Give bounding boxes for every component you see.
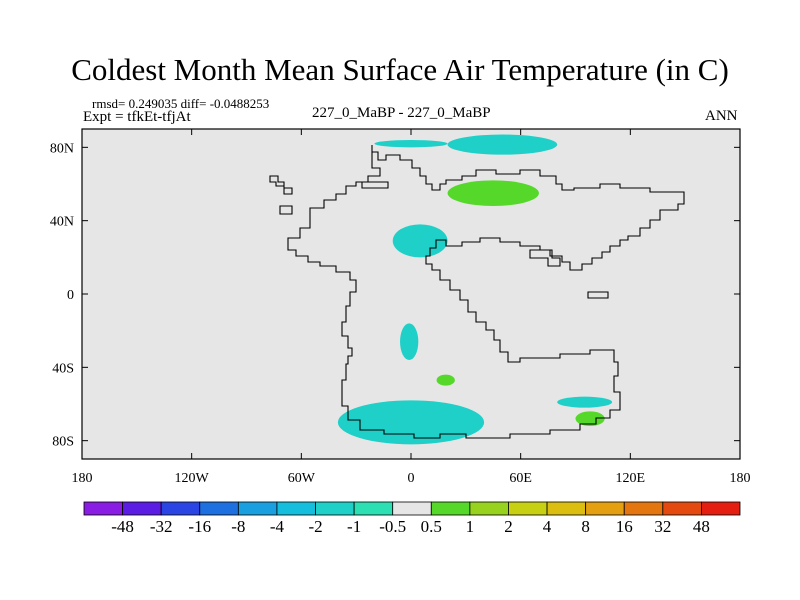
axis-ticks: 180 120W 60W 0 60E 120E 180 80N 40N 0 40S 80S <box>50 129 751 486</box>
colorbar-label: 48 <box>693 517 710 536</box>
continent-outline-path <box>529 249 561 267</box>
colorbar-label: 32 <box>654 517 671 536</box>
x-tick-label: 60E <box>509 471 532 486</box>
colorbar-label: 1 <box>466 517 475 536</box>
anomaly-region <box>337 400 485 445</box>
colorbar-swatch <box>585 501 625 516</box>
anomaly-region <box>447 180 539 207</box>
anomaly-regions <box>337 134 613 445</box>
continent-outline-path <box>587 291 609 299</box>
anomaly-region <box>447 134 558 155</box>
anomaly-region <box>436 374 455 386</box>
anomaly-region <box>374 140 448 148</box>
colorbar-label: 16 <box>616 517 633 536</box>
y-tick-label: 80S <box>52 435 74 450</box>
colorbar-swatch <box>353 501 394 516</box>
colorbar-label: -16 <box>188 517 211 536</box>
colorbar-label: 2 <box>504 517 513 536</box>
anomaly-region <box>575 411 605 426</box>
continent-outline-path <box>269 175 293 195</box>
y-tick-label: 40S <box>52 361 74 376</box>
colorbar-swatch <box>701 501 741 516</box>
colorbar-label: -4 <box>270 517 285 536</box>
x-tick-label: 120E <box>616 471 646 486</box>
colorbar-swatch <box>508 501 548 516</box>
experiment-text: Expt = tfkEt-tfjAt <box>83 109 191 125</box>
x-tick-label: 120W <box>175 471 210 486</box>
colorbar-swatch <box>276 501 316 516</box>
colorbar-label: -1 <box>347 517 361 536</box>
chart-title: Coldest Month Mean Surface Air Temperatu… <box>71 52 729 87</box>
y-tick-label: 40N <box>50 215 74 230</box>
colorbar-label: -0.5 <box>379 517 406 536</box>
colorbar-label: 4 <box>543 517 552 536</box>
colorbar-label: -8 <box>231 517 245 536</box>
stats-text: rmsd= 0.249035 diff= -0.0488253 <box>92 96 270 111</box>
x-tick-label: 60W <box>288 471 316 486</box>
anomaly-region <box>400 323 419 360</box>
colorbar-swatch <box>662 501 702 516</box>
colorbar-swatch <box>160 501 201 516</box>
colorbar: -48 -32 -16 -8 -4 -2 -1 -0.5 0.5 1 2 4 8 16 32 48 <box>83 501 741 536</box>
x-tick-label: 180 <box>730 471 751 486</box>
continent-outline <box>269 145 685 439</box>
anomaly-region <box>392 224 448 258</box>
colorbar-swatch <box>199 501 239 516</box>
season-label: ANN <box>705 108 738 124</box>
y-tick-label: 0 <box>67 288 74 303</box>
colorbar-label: -2 <box>308 517 322 536</box>
continent-outline-path <box>287 145 685 439</box>
anomaly-region <box>557 396 613 408</box>
x-tick-label: 180 <box>72 471 93 486</box>
colorbar-label: -32 <box>150 517 173 536</box>
colorbar-label: 8 <box>581 517 590 536</box>
center-label: 227_0_MaBP - 227_0_MaBP <box>312 105 491 121</box>
colorbar-swatch <box>237 501 278 516</box>
colorbar-swatch <box>122 501 162 516</box>
colorbar-swatch <box>546 501 587 516</box>
colorbar-swatch <box>623 501 664 516</box>
colorbar-swatch <box>469 501 509 516</box>
continent-outline-path <box>279 205 293 215</box>
colorbar-label: 0.5 <box>421 517 442 536</box>
colorbar-swatch <box>83 501 123 516</box>
colorbar-swatch <box>315 501 355 516</box>
continent-outline-path <box>361 181 389 189</box>
y-tick-label: 80N <box>50 141 74 156</box>
colorbar-label: -48 <box>111 517 134 536</box>
colorbar-swatch <box>392 501 432 516</box>
colorbar-swatch <box>430 501 471 516</box>
x-tick-label: 0 <box>408 471 415 486</box>
